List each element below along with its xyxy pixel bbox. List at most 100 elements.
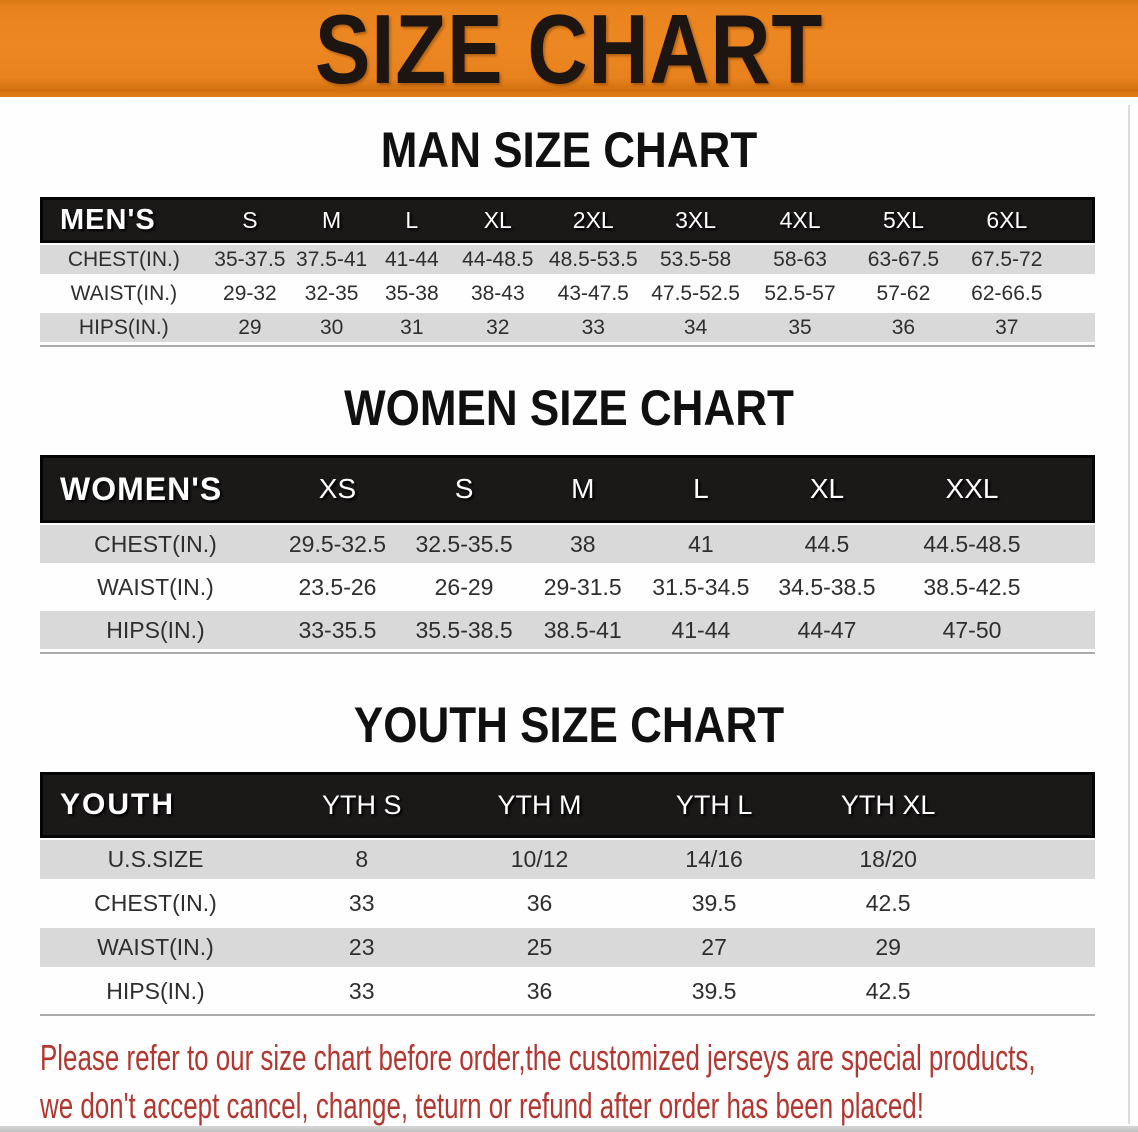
size-cell: 32 (452, 311, 544, 345)
size-cell: 29 (207, 311, 293, 345)
row-spacer (1059, 277, 1095, 311)
table-corner-label: WOMEN'S (40, 455, 271, 523)
size-cell: 37 (954, 311, 1060, 345)
row-spacer (1059, 243, 1095, 277)
disclaimer: Please refer to our size chart before or… (40, 1034, 1138, 1130)
size-cell: 23.5-26 (271, 566, 404, 609)
row-spacer (1050, 523, 1095, 566)
youth-section-heading: YOUTH SIZE CHART (353, 697, 785, 753)
size-cell: 10/12 (452, 838, 627, 882)
column-header: 5XL (852, 197, 955, 243)
table-row: CHEST(IN.) 35-37.5 37.5-41 41-44 44-48.5 48.5… (40, 243, 1095, 277)
size-cell: 53.5-58 (643, 243, 748, 277)
size-cell: 35 (747, 311, 853, 345)
table-row: HIPS(IN.) 33-35.5 35.5-38.5 38.5-41 41-44 44-… (40, 609, 1095, 652)
size-cell: 48.5-53.5 (543, 243, 644, 277)
size-cell: 35.5-38.5 (403, 609, 525, 652)
table-corner-label: YOUTH (40, 772, 271, 838)
row-label: CHEST(IN.) (40, 882, 271, 926)
size-cell: 33 (271, 970, 453, 1014)
size-cell: 41-44 (641, 609, 761, 652)
size-cell: 33 (271, 882, 453, 926)
size-cell: 36 (452, 970, 627, 1014)
size-cell: 37.5-41 (292, 243, 372, 277)
row-label: HIPS(IN.) (40, 970, 271, 1014)
table-row: CHEST(IN.) 33 36 39.5 42.5 (40, 882, 1095, 926)
column-header: 4XL (747, 197, 853, 243)
row-spacer (1059, 311, 1095, 345)
size-cell: 63-67.5 (852, 243, 955, 277)
row-label: CHEST(IN.) (40, 243, 208, 277)
size-cell: 44-47 (760, 609, 894, 652)
row-spacer (974, 838, 1095, 882)
size-cell: 38 (524, 523, 642, 566)
table-row: HIPS(IN.) 29 30 31 32 33 34 35 36 37 (40, 311, 1095, 345)
size-cell: 38.5-42.5 (893, 566, 1051, 609)
women-section-heading: WOMEN SIZE CHART (344, 380, 794, 436)
column-header: XXL (893, 455, 1051, 523)
disclaimer-line-2: we don't accept cancel, change, teturn o… (40, 1085, 924, 1126)
header-spacer (1050, 455, 1095, 523)
size-cell: 29.5-32.5 (271, 523, 404, 566)
column-header: 2XL (543, 197, 644, 243)
size-cell: 39.5 (626, 882, 802, 926)
table-row: WAIST(IN.) 23 25 27 29 (40, 926, 1095, 970)
size-cell: 36 (452, 882, 627, 926)
size-cell: 33 (543, 311, 644, 345)
section-men: MAN SIZE CHART MEN'S S M L XL 2XL 3XL 4XL 5XL 6XL… (0, 125, 1138, 347)
size-cell: 14/16 (626, 838, 802, 882)
size-cell: 47-50 (893, 609, 1051, 652)
table-row: WAIST(IN.) 23.5-26 26-29 29-31.5 31.5-34.5 34… (40, 566, 1095, 609)
row-spacer (974, 882, 1095, 926)
column-header: L (641, 455, 761, 523)
size-cell: 41 (641, 523, 761, 566)
size-cell: 34.5-38.5 (760, 566, 894, 609)
column-header: S (403, 455, 525, 523)
size-cell: 44.5-48.5 (893, 523, 1051, 566)
size-cell: 31.5-34.5 (641, 566, 761, 609)
size-cell: 36 (852, 311, 955, 345)
column-header: XL (760, 455, 894, 523)
size-cell: 47.5-52.5 (643, 277, 748, 311)
men-section-heading: MAN SIZE CHART (380, 122, 758, 178)
column-header: 6XL (954, 197, 1060, 243)
column-header: XL (452, 197, 544, 243)
men-size-table: MEN'S S M L XL 2XL 3XL 4XL 5XL 6XL CHEST(IN.) 35-37… (40, 197, 1095, 347)
size-cell: 29 (801, 926, 975, 970)
size-cell: 31 (371, 311, 453, 345)
size-cell: 32-35 (292, 277, 372, 311)
size-cell: 33-35.5 (271, 609, 404, 652)
row-spacer (974, 970, 1095, 1014)
header-row: WOMEN'S XS S M L XL XXL (40, 455, 1095, 523)
size-cell: 38-43 (452, 277, 544, 311)
header-row: YOUTH YTH S YTH M YTH L YTH XL (40, 772, 1095, 838)
size-cell: 34 (643, 311, 748, 345)
column-header: XS (271, 455, 404, 523)
column-header: L (371, 197, 453, 243)
size-cell: 42.5 (801, 882, 975, 926)
column-header: 3XL (643, 197, 748, 243)
column-header: YTH L (626, 772, 802, 838)
header-row: MEN'S S M L XL 2XL 3XL 4XL 5XL 6XL (40, 197, 1095, 243)
size-cell: 52.5-57 (747, 277, 853, 311)
size-cell: 30 (292, 311, 372, 345)
row-label: WAIST(IN.) (40, 277, 208, 311)
size-cell: 67.5-72 (954, 243, 1060, 277)
size-cell: 29-32 (207, 277, 293, 311)
size-cell: 43-47.5 (543, 277, 644, 311)
table-row: CHEST(IN.) 29.5-32.5 32.5-35.5 38 41 44.5 44.5… (40, 523, 1095, 566)
size-cell: 25 (452, 926, 627, 970)
row-spacer (1050, 566, 1095, 609)
row-label: WAIST(IN.) (40, 926, 271, 970)
banner: SIZE CHART (0, 0, 1138, 98)
row-label: HIPS(IN.) (40, 609, 271, 652)
size-cell: 26-29 (403, 566, 525, 609)
header-spacer (1059, 197, 1095, 243)
column-header: M (292, 197, 372, 243)
size-cell: 62-66.5 (954, 277, 1060, 311)
size-cell: 57-62 (852, 277, 955, 311)
section-youth: YOUTH SIZE CHART YOUTH YTH S YTH M YTH L YTH… (0, 700, 1138, 1016)
size-cell: 41-44 (371, 243, 453, 277)
table-corner-label: MEN'S (40, 197, 208, 243)
size-cell: 38.5-41 (524, 609, 642, 652)
